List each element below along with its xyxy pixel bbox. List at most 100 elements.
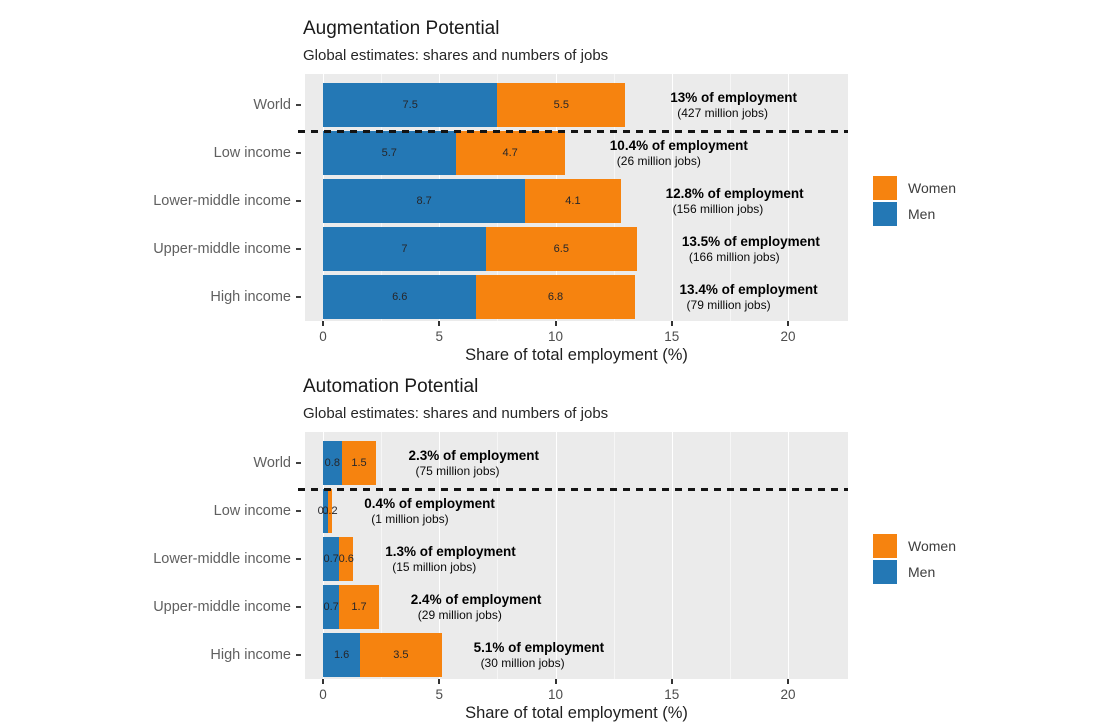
legend-swatch-men bbox=[873, 201, 897, 226]
x-tick-mark bbox=[787, 321, 789, 326]
x-tick-label: 20 bbox=[780, 687, 796, 702]
annotation: 13.5% of employment (166 million jobs) bbox=[682, 234, 820, 264]
annotation: 13.4% of employment (79 million jobs) bbox=[680, 282, 818, 312]
x-tick-mark bbox=[322, 321, 324, 326]
bar-value-label: 0.7 bbox=[323, 553, 339, 565]
bar-value-label: 1.7 bbox=[351, 601, 367, 613]
chart-title: Augmentation Potential bbox=[303, 18, 500, 39]
gridline-minor bbox=[497, 432, 499, 679]
men-bar-segment: 7 bbox=[323, 227, 486, 271]
bar-value-label: 0.6 bbox=[338, 553, 354, 565]
bar-row: 0.2 0.2 bbox=[318, 489, 338, 533]
x-tick-mark bbox=[670, 321, 673, 326]
bar-row: 1.6 3.5 bbox=[323, 633, 442, 677]
category-tick-mark bbox=[296, 296, 301, 298]
legend-swatch-men bbox=[873, 559, 897, 584]
legend-swatch-women bbox=[873, 175, 897, 200]
x-axis-label: Share of total employment (%) bbox=[465, 346, 688, 364]
women-bar-segment: 3.5 bbox=[360, 633, 442, 677]
annotation-jobs: (427 million jobs) bbox=[677, 106, 768, 120]
women-bar-segment: 0.2 bbox=[322, 489, 338, 533]
bar-value-label: 0.8 bbox=[324, 457, 340, 469]
category-label: World bbox=[253, 455, 291, 471]
women-bar-segment: 4.1 bbox=[525, 179, 621, 223]
gridline-major bbox=[788, 74, 789, 321]
x-tick-label: 10 bbox=[547, 687, 564, 702]
gridline-minor bbox=[381, 432, 383, 679]
bar-row: 0.8 1.5 bbox=[323, 441, 377, 485]
category-tick-mark bbox=[296, 510, 301, 512]
men-bar-segment: 0.8 bbox=[323, 441, 342, 485]
annotation-percent: 2.3% of employment bbox=[408, 448, 539, 463]
bar-row: 0.7 1.7 bbox=[323, 585, 379, 629]
bar-row: 0.7 0.6 bbox=[323, 537, 354, 581]
x-tick-mark bbox=[670, 679, 673, 684]
gridline-minor bbox=[729, 74, 731, 321]
category-label: Upper-middle income bbox=[153, 599, 291, 615]
category-tick-mark bbox=[296, 248, 301, 250]
legend-label-men: Men bbox=[908, 563, 936, 580]
legend-label-women: Women bbox=[908, 537, 956, 554]
x-tick-label: 15 bbox=[664, 329, 680, 344]
annotation-percent: 13.5% of employment bbox=[681, 234, 820, 249]
category-label: High income bbox=[210, 289, 291, 305]
women-bar-segment: 5.5 bbox=[497, 83, 626, 127]
category-tick-mark bbox=[296, 558, 301, 560]
annotation-percent: 5.1% of employment bbox=[473, 640, 605, 655]
women-bar-segment: 1.5 bbox=[341, 441, 377, 485]
plot-area: 0 5 10 15 20 World 0.8 1.5 2.3% of employment (75… bbox=[153, 432, 848, 702]
gridline-major bbox=[671, 74, 673, 321]
bar-value-label: 5.7 bbox=[381, 147, 397, 159]
x-tick-label: 0 bbox=[319, 329, 327, 344]
category-label: World bbox=[253, 97, 291, 113]
category-tick-mark bbox=[296, 654, 301, 656]
bar-value-label: 6.5 bbox=[553, 243, 569, 255]
annotation-jobs: (166 million jobs) bbox=[688, 250, 780, 264]
category-label: Lower-middle income bbox=[153, 551, 291, 567]
legend: Women Men bbox=[873, 533, 956, 585]
separator-line bbox=[298, 488, 848, 491]
x-tick-label: 15 bbox=[664, 687, 680, 702]
annotation: 12.8% of employment (156 million jobs) bbox=[666, 186, 804, 216]
annotation-jobs: (30 million jobs) bbox=[480, 656, 565, 670]
category-label: Lower-middle income bbox=[153, 193, 291, 209]
annotation: 1.3% of employment (15 million jobs) bbox=[385, 544, 516, 574]
men-bar-segment: 6.6 bbox=[323, 275, 477, 319]
augmentation-chart: Augmentation Potential Global estimates:… bbox=[0, 0, 1099, 364]
annotation-jobs: (156 million jobs) bbox=[672, 202, 764, 216]
annotation-jobs: (15 million jobs) bbox=[392, 560, 477, 574]
bar-value-label: 4.1 bbox=[565, 195, 581, 207]
gridline-major bbox=[671, 432, 673, 679]
annotation-percent: 0.4% of employment bbox=[364, 496, 495, 511]
separator-line bbox=[298, 130, 848, 133]
men-bar-segment: 1.6 bbox=[323, 633, 361, 677]
annotation-jobs: (29 million jobs) bbox=[417, 608, 502, 622]
annotation-percent: 13% of employment bbox=[670, 90, 798, 105]
gridline-major bbox=[439, 432, 441, 679]
plot-area: 0 5 10 15 20 World 7.5 5.5 13% of employment (427… bbox=[153, 74, 848, 344]
x-tick-mark bbox=[322, 679, 324, 684]
annotation-jobs: (1 million jobs) bbox=[371, 512, 449, 526]
category-tick-mark bbox=[296, 152, 301, 154]
x-tick-mark bbox=[554, 321, 557, 326]
x-tick-label: 5 bbox=[435, 329, 444, 344]
category-label: Low income bbox=[213, 145, 291, 161]
annotation: 13% of employment (427 million jobs) bbox=[670, 90, 797, 120]
men-bar-segment: 5.7 bbox=[323, 131, 456, 175]
annotation-percent: 13.4% of employment bbox=[679, 282, 818, 297]
x-tick-mark bbox=[554, 679, 557, 684]
bar-value-label: 6.8 bbox=[547, 291, 564, 303]
bar-value-label: 4.7 bbox=[502, 147, 518, 159]
category-label: Low income bbox=[213, 503, 291, 519]
legend-label-women: Women bbox=[908, 179, 956, 196]
annotation-percent: 2.4% of employment bbox=[410, 592, 542, 607]
men-bar-segment: 0.7 bbox=[323, 585, 340, 629]
legend-item-women: Women bbox=[873, 175, 956, 200]
legend: Women Men bbox=[873, 175, 956, 227]
bar-value-label: 5.5 bbox=[553, 99, 569, 111]
gridline-minor bbox=[613, 432, 615, 679]
bar-value-label: 7.5 bbox=[402, 99, 418, 111]
gridline-major bbox=[555, 432, 557, 679]
annotation-jobs: (26 million jobs) bbox=[616, 154, 701, 168]
chart-title: Automation Potential bbox=[303, 376, 479, 397]
